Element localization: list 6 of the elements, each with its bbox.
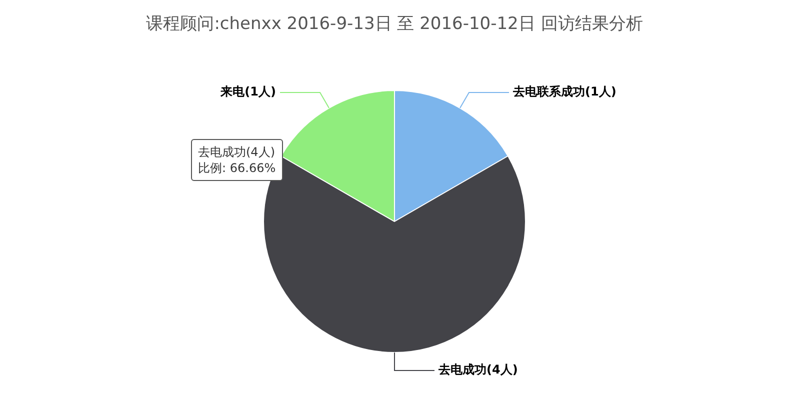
slice-label: 去电联系成功(1人) xyxy=(512,84,616,99)
text: 去电成功(4人) xyxy=(198,144,276,160)
chart-title: 课程顾问:chenxx 2016-9-13日 至 2016-10-12日 回访结果分析 xyxy=(145,13,644,35)
slice-label: 去电成功(4人) xyxy=(438,362,518,377)
text: 比例: 66.66% xyxy=(198,160,276,176)
slice-label: 来电(1人) xyxy=(220,84,276,99)
